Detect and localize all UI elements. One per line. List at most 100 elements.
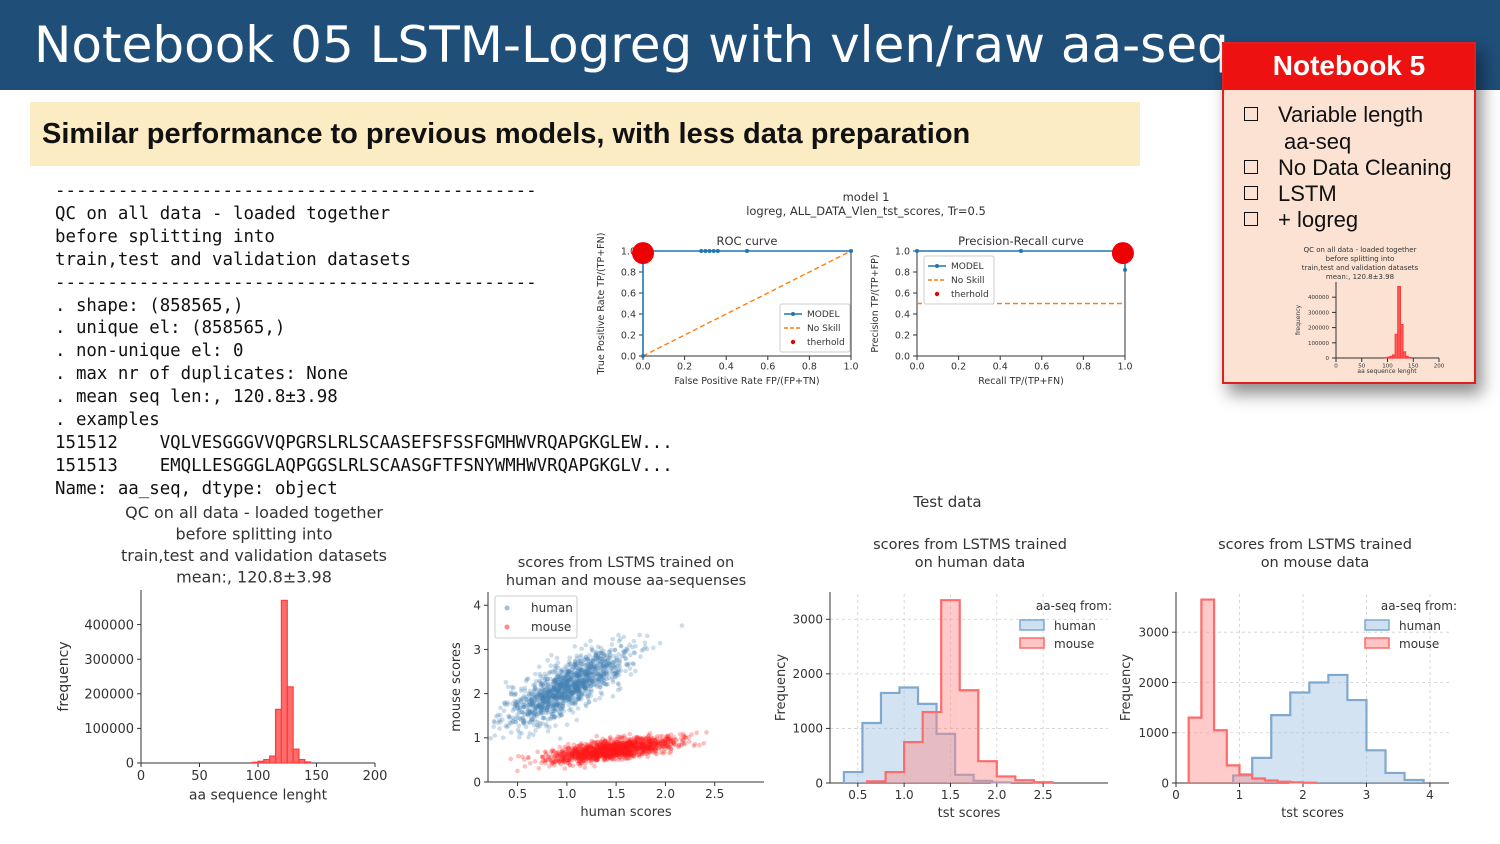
scatter-point bbox=[591, 682, 597, 688]
histogram-bar bbox=[1385, 772, 1405, 783]
scatter-point bbox=[598, 746, 604, 752]
scatter-point bbox=[570, 746, 575, 752]
scatter-point bbox=[704, 730, 709, 735]
scatter-point bbox=[667, 738, 673, 743]
scatter-point bbox=[593, 750, 599, 755]
scatter-point bbox=[561, 697, 566, 703]
scatter-point bbox=[501, 701, 507, 706]
scatter-point bbox=[591, 743, 597, 749]
scatter-point bbox=[515, 699, 520, 704]
scatter-point bbox=[576, 678, 581, 684]
scatter-point bbox=[600, 736, 606, 742]
scatter-point bbox=[541, 700, 547, 705]
scatter-point bbox=[606, 752, 612, 757]
scatter-point bbox=[615, 742, 621, 748]
scatter-point bbox=[633, 739, 638, 744]
scatter-point bbox=[602, 749, 608, 755]
scatter-point bbox=[576, 688, 582, 693]
scatter-point bbox=[653, 748, 659, 754]
scatter-point bbox=[575, 688, 580, 693]
scatter-point bbox=[615, 747, 621, 753]
scatter-point bbox=[575, 746, 581, 752]
scatter-point bbox=[571, 690, 577, 696]
histogram-bar bbox=[1404, 779, 1424, 783]
scatter-point bbox=[598, 673, 603, 679]
scatter-point bbox=[563, 664, 568, 670]
scatter-point bbox=[642, 749, 647, 754]
scatter-point bbox=[570, 701, 576, 706]
scatter-point bbox=[543, 757, 548, 763]
scatter-point bbox=[566, 659, 572, 665]
scatter-point bbox=[544, 691, 550, 696]
scatter-point bbox=[580, 672, 586, 677]
scatter-point bbox=[620, 743, 625, 749]
scatter-point bbox=[629, 748, 635, 754]
scatter-point bbox=[588, 751, 593, 757]
scatter-point bbox=[575, 761, 581, 766]
scatter-point bbox=[540, 692, 545, 698]
scatter-point bbox=[625, 662, 630, 667]
scatter-point bbox=[540, 704, 545, 709]
scatter-point bbox=[628, 741, 634, 746]
scatter-point bbox=[524, 704, 529, 709]
scatter-point bbox=[654, 734, 660, 739]
scatter-point bbox=[618, 686, 623, 691]
scatter-point bbox=[548, 681, 554, 687]
scatter-point bbox=[558, 756, 564, 762]
scatter-point bbox=[646, 744, 652, 750]
scatter-point bbox=[658, 744, 663, 749]
scatter-point bbox=[674, 737, 679, 743]
scatter-point bbox=[579, 742, 584, 748]
scatter-point bbox=[617, 664, 623, 669]
scatter-point bbox=[645, 746, 650, 752]
scatter-point bbox=[662, 737, 668, 742]
scatter-point bbox=[522, 712, 528, 717]
scatter-point bbox=[625, 743, 630, 749]
scatter-point bbox=[645, 746, 651, 751]
scatter-point bbox=[583, 685, 589, 690]
scatter-point bbox=[626, 661, 632, 667]
scatter-point bbox=[508, 730, 514, 735]
scatter-point bbox=[592, 672, 598, 677]
scatter-point bbox=[644, 743, 650, 749]
scatter-point bbox=[602, 754, 608, 760]
scatter-point bbox=[583, 672, 588, 678]
scatter-point bbox=[625, 746, 630, 752]
scatter-point bbox=[637, 744, 642, 750]
histogram-bar bbox=[1252, 778, 1265, 783]
scatter-point bbox=[538, 682, 544, 687]
scatter-point bbox=[576, 668, 581, 673]
scatter-point bbox=[588, 683, 593, 688]
scatter-point bbox=[551, 708, 556, 714]
scatter-point bbox=[549, 711, 554, 716]
scatter-point bbox=[528, 697, 534, 703]
scatter-point bbox=[650, 747, 655, 753]
scatter-point bbox=[617, 749, 622, 755]
scatter-point bbox=[569, 700, 574, 706]
scatter-point bbox=[641, 744, 646, 750]
model-point bbox=[715, 249, 720, 253]
scatter-point bbox=[590, 679, 595, 684]
legend-title: aa-seq from: bbox=[1381, 599, 1457, 613]
scatter-point bbox=[565, 698, 570, 704]
scatter-point bbox=[658, 742, 664, 747]
scatter-point bbox=[598, 746, 603, 751]
histogram-bar bbox=[1239, 774, 1253, 783]
scatter-point bbox=[631, 746, 637, 751]
scatter-point bbox=[630, 746, 636, 751]
scatter-point bbox=[593, 753, 599, 758]
scatter-point bbox=[650, 741, 656, 746]
histogram-bar bbox=[941, 600, 960, 783]
scatter-point bbox=[538, 692, 544, 698]
scatter-point bbox=[538, 705, 544, 711]
scatter-point bbox=[593, 674, 599, 679]
scatter-point bbox=[604, 662, 609, 668]
scatter-point bbox=[588, 749, 594, 755]
scatter-point bbox=[628, 752, 634, 758]
scatter-point bbox=[548, 688, 554, 693]
scatter-point bbox=[572, 683, 578, 689]
scatter-point bbox=[588, 665, 593, 671]
scatter-point bbox=[573, 685, 578, 690]
scatter-point bbox=[604, 757, 610, 762]
scatter-point bbox=[538, 680, 544, 686]
